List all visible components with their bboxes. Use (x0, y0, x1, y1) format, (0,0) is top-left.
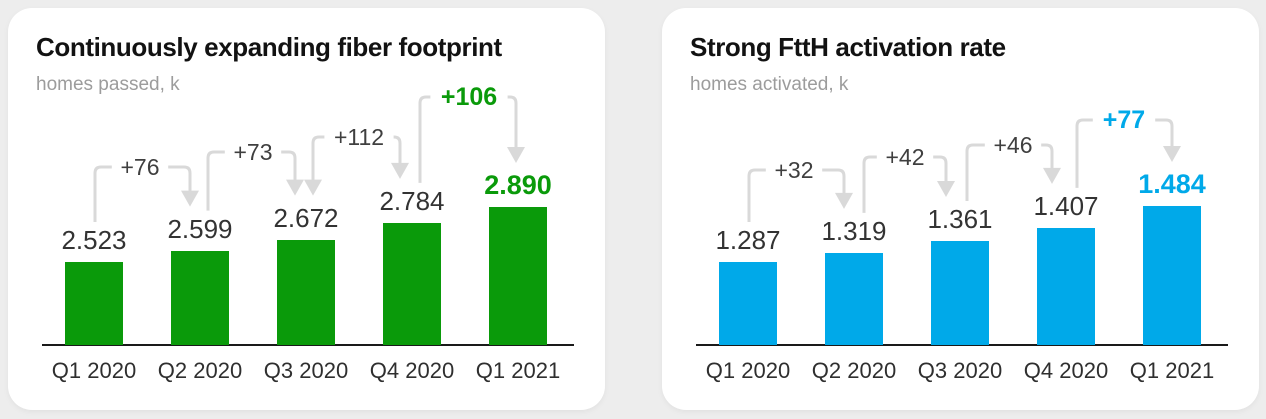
delta-bracket--42: +42 (862, 144, 955, 213)
arrow-line (418, 95, 431, 183)
delta-label--73: +73 (233, 139, 272, 165)
arrow-line (311, 135, 325, 182)
arrow-down-icon (181, 190, 199, 207)
arrow-line (206, 150, 225, 211)
delta-bracket--32: +32 (747, 157, 853, 222)
bar-q4-2020 (1037, 227, 1095, 345)
bar-q4-2020 (383, 222, 441, 345)
arrow-line (1155, 118, 1174, 148)
delta-arrows-layer: +76 +73 +112 +106 (93, 83, 525, 222)
delta-bracket--106: +106 (418, 83, 525, 183)
fiber-footprint-subtitle: homes passed, k (36, 74, 180, 95)
arrow-down-icon (304, 179, 322, 196)
arrow-line (822, 168, 846, 195)
arrow-line (168, 165, 192, 193)
x-tick-q1-2021: Q1 2021 (1129, 358, 1215, 383)
bar-q1-2020 (65, 262, 123, 345)
x-tick-q2-2020: Q2 2020 (157, 358, 243, 383)
value-label-q1-2020: 2.523 (61, 225, 127, 255)
arrow-down-icon (286, 179, 304, 196)
arrow-down-icon (507, 147, 525, 163)
x-tick-q4-2020: Q4 2020 (369, 358, 455, 383)
arrow-line (933, 155, 948, 183)
ftth-activation-title: Strong FttH activation rate (690, 32, 1006, 62)
arrow-line (862, 155, 877, 213)
delta-label--77: +77 (1103, 106, 1145, 134)
x-tick-q3-2020: Q3 2020 (263, 358, 349, 383)
x-tick-q1-2020: Q1 2020 (51, 358, 137, 383)
delta-bracket--46: +46 (965, 132, 1061, 201)
delta-label--32: +32 (774, 157, 813, 183)
ftth-activation-bar-chart: 1.287 Q1 2020 1.319 Q2 2020 1.361 Q3 2020 1.40… (662, 8, 1259, 410)
bar-q2-2020 (171, 250, 229, 345)
arrow-down-icon (1043, 167, 1061, 184)
value-label-q4-2020: 1.407 (1033, 190, 1099, 221)
delta-bracket--76: +76 (93, 154, 199, 222)
x-axis-line (696, 344, 1228, 346)
x-tick-q1-2020: Q1 2020 (705, 358, 791, 383)
value-label-q3-2020: 1.361 (927, 203, 993, 234)
delta-bracket--112: +112 (304, 124, 409, 196)
arrow-line (281, 150, 297, 182)
bar-q2-2020 (825, 252, 883, 345)
bar-q3-2020 (931, 240, 989, 345)
delta-label--46: +46 (993, 132, 1032, 158)
delta-arrows-layer: +32 +42 +46 +77 (747, 106, 1181, 222)
bar-q1-2021 (1143, 206, 1201, 345)
value-label-q4-2020: 2.784 (379, 185, 445, 216)
arrow-down-icon (835, 192, 853, 209)
value-label-q2-2020: 2.599 (167, 213, 233, 244)
arrow-down-icon (937, 180, 955, 197)
fiber-footprint-bar-chart: 2.523 Q1 2020 2.599 Q2 2020 2.672 Q3 2020 2.78… (8, 8, 605, 410)
value-label-q3-2020: 2.672 (273, 202, 339, 233)
x-tick-q1-2021: Q1 2021 (475, 358, 561, 383)
delta-label--112: +112 (334, 124, 384, 150)
delta-label--76: +76 (120, 154, 159, 180)
delta-label--42: +42 (885, 144, 924, 170)
arrow-line (965, 143, 985, 201)
bar-q1-2021 (489, 207, 547, 345)
arrow-down-icon (1163, 146, 1181, 162)
arrow-line (507, 95, 518, 149)
arrow-line (393, 135, 402, 165)
x-tick-q4-2020: Q4 2020 (1023, 358, 1109, 383)
arrow-line (93, 165, 112, 222)
bar-q1-2020 (719, 262, 777, 345)
value-label-q1-2020: 1.287 (715, 225, 781, 255)
fiber-footprint-card: Continuously expanding fiber footprint h… (8, 8, 605, 410)
arrow-line (1075, 118, 1093, 188)
value-label-q1-2021: 1.484 (1138, 169, 1206, 199)
delta-bracket--77: +77 (1075, 106, 1181, 188)
ftth-activation-card: Strong FttH activation rate homes activa… (662, 8, 1259, 410)
ftth-activation-subtitle: homes activated, k (690, 74, 849, 95)
x-tick-q3-2020: Q3 2020 (917, 358, 1003, 383)
fiber-footprint-title: Continuously expanding fiber footprint (36, 32, 502, 62)
arrow-down-icon (391, 162, 409, 179)
arrow-line (747, 168, 766, 222)
x-tick-q2-2020: Q2 2020 (811, 358, 897, 383)
value-label-q1-2021: 2.890 (484, 170, 552, 200)
arrow-line (1041, 143, 1054, 170)
value-label-q2-2020: 1.319 (821, 215, 887, 246)
delta-bracket--73: +73 (206, 139, 304, 211)
bar-q3-2020 (277, 239, 335, 345)
x-axis-line (42, 344, 574, 346)
